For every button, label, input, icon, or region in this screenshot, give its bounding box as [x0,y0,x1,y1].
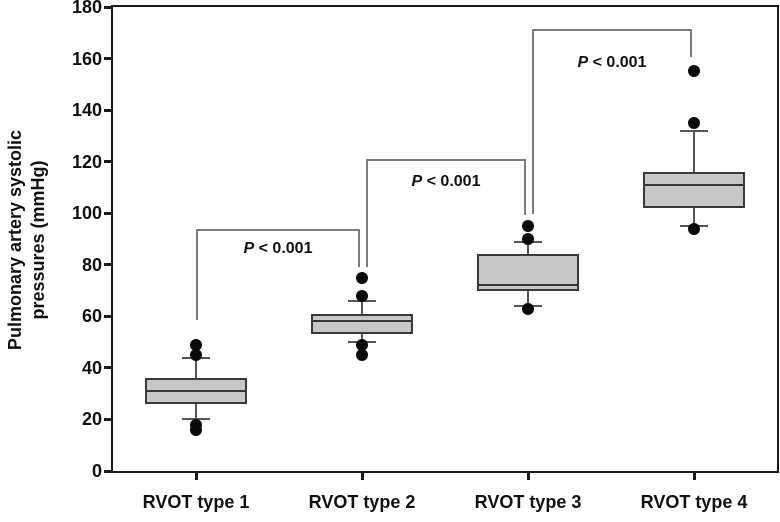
x-axis-label: RVOT type 2 [308,492,416,512]
whisker-lower [693,208,695,227]
y-tick [104,469,113,473]
p-value-text: < 0.001 [588,54,647,72]
y-tick-label: 180 [71,0,102,17]
whisker-upper [361,300,363,314]
x-tick [194,471,198,480]
y-tick [104,160,113,164]
significance-bracket-bar [532,29,692,32]
y-tick [104,211,113,215]
whisker-upper [195,357,197,379]
whisker-upper [693,130,695,172]
x-tick [360,471,364,480]
y-tick-label: 100 [71,203,102,224]
p-value-label: P < 0.001 [371,173,521,191]
y-tick [104,5,113,9]
box [311,313,413,335]
y-tick [104,417,113,421]
x-tick [692,471,696,480]
significance-bracket-bar [196,228,360,231]
y-tick-label: 120 [71,151,102,172]
whisker-lower [361,334,363,343]
x-tick [526,471,530,480]
outlier-dot [522,302,534,315]
significance-bracket-leg [524,160,526,215]
p-value-label: P < 0.001 [537,54,687,72]
box [643,171,745,209]
median-line [643,183,745,186]
significance-bracket-leg [358,229,360,268]
p-value-label: P < 0.001 [203,240,353,258]
outlier-dot [356,349,368,361]
outlier-dot [522,220,534,233]
y-tick [104,366,113,370]
median-line [145,390,247,393]
p-value-text: < 0.001 [254,239,313,257]
outlier-dot [190,338,202,351]
x-axis-label: RVOT type 3 [474,492,582,512]
median-line [477,284,579,287]
whisker-lower [527,290,529,306]
outlier-dot [190,349,202,361]
p-value-symbol: P [577,54,589,72]
y-tick-label: 0 [91,461,102,481]
significance-bracket-leg [690,30,692,58]
outlier-dot [688,65,700,78]
outlier-dot [356,271,368,284]
outlier-dot [356,338,368,351]
significance-bracket-leg [196,229,198,321]
y-tick-label: 60 [81,306,102,327]
p-value-text: < 0.001 [422,173,481,191]
significance-bracket-leg [532,30,534,215]
y-tick-label: 40 [81,357,102,378]
outlier-dot [356,289,368,302]
y-tick [104,263,113,267]
outlier-dot [190,423,202,436]
median-line [311,320,413,323]
p-value-symbol: P [243,239,255,257]
y-tick-label: 20 [81,409,102,430]
whisker-upper [527,241,529,255]
outlier-dot [522,233,534,245]
y-axis-title: Pulmonary artery systolic pressures (mmH… [4,90,52,390]
y-axis-title-line2: pressures (mmHg) [28,160,48,320]
y-tick-label: 140 [71,100,102,121]
y-tick-label: 80 [81,254,102,275]
y-tick-label: 160 [71,48,102,69]
outlier-dot [688,117,700,129]
whisker-cap-upper [680,129,708,132]
whisker-lower [195,403,197,420]
y-tick [104,108,113,112]
y-tick [104,314,113,318]
outlier-dot [688,222,700,235]
p-value-symbol: P [411,173,423,191]
x-axis-label: RVOT type 1 [142,492,250,512]
x-axis-label: RVOT type 4 [640,492,748,512]
y-axis-title-line1: Pulmonary artery systolic [5,129,25,351]
y-tick [104,57,113,61]
significance-bracket-bar [366,159,526,162]
significance-bracket-leg [366,160,368,268]
